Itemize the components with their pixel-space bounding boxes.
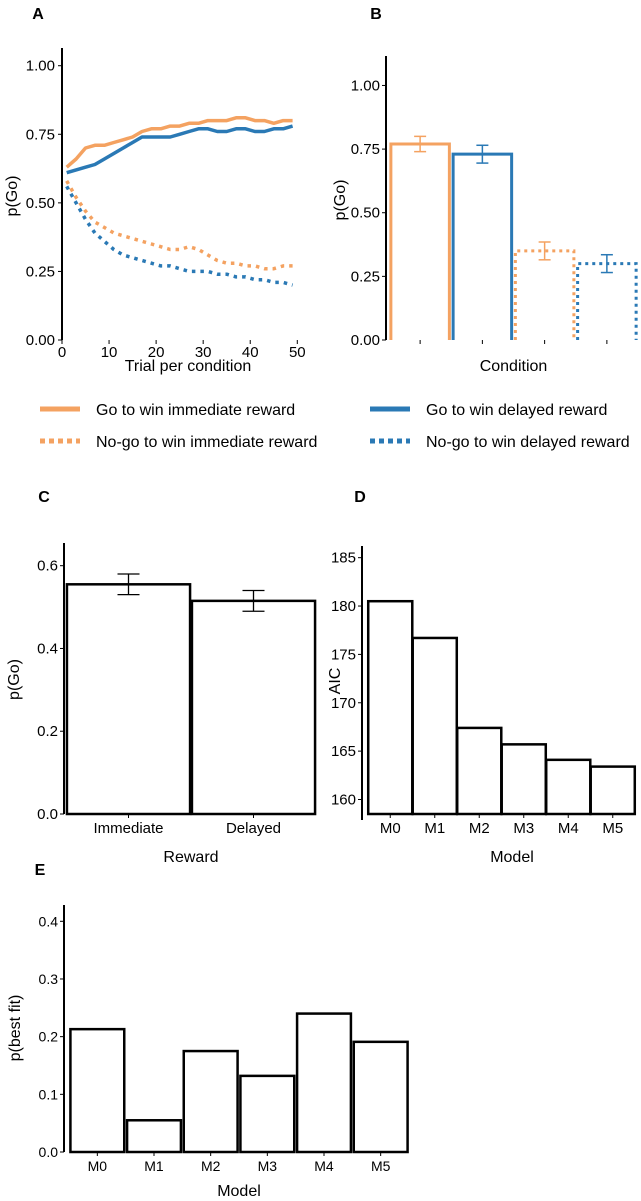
panel-b: 0.00 0.25 0.50 0.75 1.00 Condition p(Go) [332, 56, 638, 375]
x-tick-label: 0 [58, 344, 66, 361]
y-tick-label: 0.3 [39, 971, 59, 987]
panel-d: 160 165 170 175 180 185 M0 M1 M2 M3 M4 M5 Model AIC [327, 546, 637, 866]
x-tick-label-2: M2 [469, 820, 490, 837]
y-tick-label: 170 [331, 695, 356, 712]
y-tick-label: 0.0 [37, 806, 58, 823]
y-tick-label: 0.50 [26, 195, 55, 212]
x-axis-title: Condition [480, 358, 548, 375]
x-tick-label-4: M4 [558, 820, 579, 837]
y-tick-label: 0.25 [351, 268, 380, 285]
y-tick-label: 0.1 [39, 1086, 59, 1102]
y-tick-label: 0.25 [26, 263, 55, 280]
x-tick-label-5: M5 [371, 1158, 391, 1174]
x-axis-title: Model [217, 1183, 261, 1200]
x-tick-label-3: M3 [258, 1158, 278, 1174]
y-tick-label: 0.75 [26, 126, 55, 143]
y-tick-label: 0.2 [37, 723, 58, 740]
legend: Go to win immediate reward Go to win dela… [40, 402, 630, 451]
series-line-2 [65, 180, 293, 271]
panel-e: 0.0 0.1 0.2 0.3 0.4 M0 M1 M2 M3 M4 M5 Model p(best f… [7, 905, 409, 1200]
x-axis-title: Reward [163, 849, 218, 866]
y-axis-title: p(Go) [6, 659, 23, 700]
panel-letter-c: C [38, 489, 50, 506]
x-axis-title: Trial per condition [125, 358, 252, 375]
y-tick-label: 0.75 [351, 141, 380, 158]
y-tick-label: 0.50 [351, 205, 380, 222]
y-tick-label: 0.00 [26, 332, 55, 349]
bar-0 [366, 599, 414, 816]
legend-label-1: Go to win delayed reward [426, 402, 607, 419]
panel-letter-d: D [354, 489, 366, 506]
x-tick-label-4: M4 [314, 1158, 334, 1174]
x-tick-label-1: M1 [424, 820, 445, 837]
x-tick-label-1: M1 [144, 1158, 164, 1174]
y-tick-label: 0.0 [39, 1144, 59, 1160]
y-tick-label: 0.4 [39, 913, 59, 929]
x-axis-title: Model [490, 849, 534, 866]
y-tick-label: 185 [331, 550, 356, 567]
x-tick-label: 50 [289, 344, 306, 361]
bar-0 [65, 583, 192, 816]
panel-letter-a: A [32, 6, 44, 23]
legend-label-3: No-go to win delayed reward [426, 434, 630, 451]
bar-2 [455, 726, 503, 816]
series-line-0 [65, 116, 293, 169]
bar-0 [69, 1027, 126, 1154]
panel-letter-e: E [35, 862, 46, 879]
panel-a: 0.00 0.25 0.50 0.75 1.00 0 10 20 30 40 50 Trial per… [4, 48, 306, 375]
y-tick-label: 0.6 [37, 558, 58, 575]
bar-1 [411, 636, 459, 816]
x-tick-label-3: M3 [513, 820, 534, 837]
bar-1 [451, 152, 514, 340]
legend-label-0: Go to win immediate reward [96, 402, 295, 419]
x-tick-label-1: Delayed [226, 820, 281, 837]
y-tick-label: 0.2 [39, 1029, 59, 1045]
panel-letter-b: B [370, 6, 382, 23]
y-axis-title: AIC [327, 668, 344, 695]
bar-3 [239, 1074, 296, 1154]
y-tick-label: 160 [331, 791, 356, 808]
x-tick-label: 20 [148, 344, 165, 361]
y-tick-label: 175 [331, 646, 356, 663]
panel-c: 0.0 0.2 0.4 0.6 Immediate Delayed Reward p(Go) [6, 543, 317, 866]
x-tick-label-5: M5 [602, 820, 623, 837]
y-tick-label: 1.00 [26, 58, 55, 75]
bar-2 [182, 1049, 239, 1154]
y-tick-label: 1.00 [351, 77, 380, 94]
bar-3 [500, 743, 548, 816]
x-tick-label-2: M2 [201, 1158, 221, 1174]
x-tick-label-0: M0 [88, 1158, 108, 1174]
bar-5 [352, 1040, 409, 1154]
bar-1 [125, 1119, 183, 1154]
bar-3 [576, 262, 638, 340]
y-tick-label: 0.4 [37, 640, 58, 657]
y-axis-title: p(Go) [4, 176, 21, 217]
series-line-3 [65, 185, 294, 287]
bar-0 [389, 142, 451, 340]
x-tick-label: 40 [242, 344, 259, 361]
x-tick-label: 10 [101, 344, 118, 361]
legend-label-2: No-go to win immediate reward [96, 434, 317, 451]
series-line-1 [66, 124, 294, 175]
x-tick-label-0: M0 [380, 820, 401, 837]
y-axis-title: p(Go) [332, 180, 349, 221]
y-axis-title: p(best fit) [7, 995, 24, 1062]
bar-5 [589, 765, 637, 816]
bar-4 [295, 1012, 353, 1154]
y-tick-label: 0.00 [351, 332, 380, 349]
y-tick-label: 180 [331, 598, 356, 615]
bar-2 [513, 249, 576, 340]
x-tick-label-0: Immediate [93, 820, 163, 837]
x-tick-label: 30 [195, 344, 212, 361]
y-tick-label: 165 [331, 743, 356, 760]
bar-1 [190, 599, 317, 816]
bar-4 [544, 758, 592, 816]
